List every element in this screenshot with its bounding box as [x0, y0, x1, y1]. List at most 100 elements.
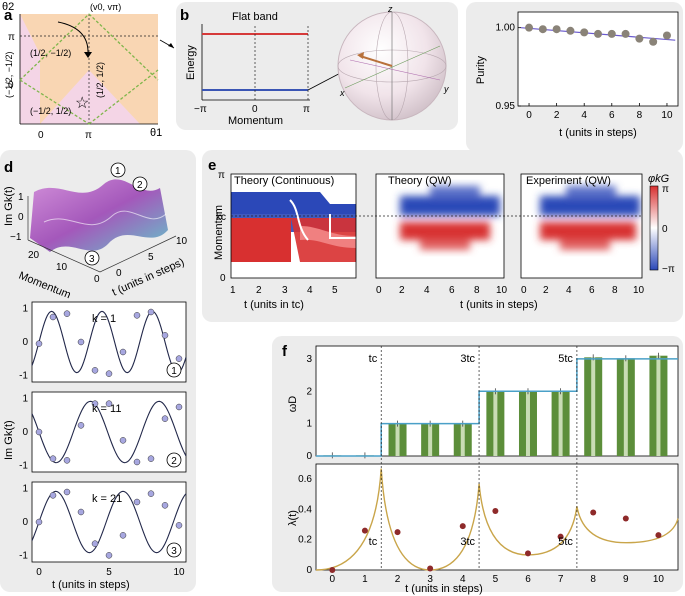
panel-b-xtick-0: 0 [252, 104, 258, 115]
lambda-xtick-label: 5 [493, 574, 499, 585]
surface-ytick-5: 5 [148, 252, 154, 263]
oscillation-point [35, 340, 43, 347]
surface-marker-2 [132, 176, 148, 192]
sphere-x-label: x [339, 88, 345, 98]
svg-text:6: 6 [589, 285, 595, 296]
oscillation-point [147, 455, 155, 462]
oscillation-point [175, 403, 183, 411]
lambda-xtick-label: 6 [525, 574, 531, 585]
lambda-point [329, 567, 336, 573]
colorbar [649, 185, 659, 271]
purity-point [594, 29, 602, 38]
lambda-ylabel: λ(t) [287, 510, 299, 526]
oscillation-point [161, 415, 169, 422]
purity-point [538, 25, 547, 34]
tc-label-bottom: 3tc [460, 536, 475, 548]
purity-xtick-label: 4 [581, 110, 587, 121]
oscillation-marker-label: 2 [171, 456, 177, 467]
heatmap-title-continuous: Theory (Continuous) [234, 175, 334, 187]
region-label-left: (−1/2, −1/2) [4, 51, 14, 98]
surface-ytick-0: 0 [116, 268, 122, 279]
lambda-xtick-label: 9 [623, 574, 629, 585]
omega-bar-highlight [525, 391, 530, 456]
oscillation-point [35, 428, 43, 436]
heatmap-title-theory-qw: Theory (QW) [388, 175, 452, 187]
oscillation-marker-label: 3 [171, 546, 177, 557]
svg-text:8: 8 [474, 285, 480, 296]
colorbar-tick-0: 0 [662, 224, 668, 235]
svg-text:4: 4 [566, 285, 572, 296]
oscillation-point [119, 532, 127, 539]
omega-bar-highlight [591, 357, 596, 456]
oscillation-point [147, 490, 155, 497]
green-function-surface [30, 179, 168, 252]
colorbar-tick-neg-pi: −π [662, 264, 675, 275]
omega-bar-highlight [460, 423, 465, 456]
panel-e-ytick-pi: π [218, 170, 225, 181]
panel-e-ylabel: Momentum [213, 205, 225, 260]
region-label-right: (1/2, 1/2) [95, 62, 105, 98]
oscillation-point [161, 332, 169, 339]
panel-a-label: a [4, 7, 13, 24]
omega-bar-highlight [493, 391, 498, 456]
panel-e-ytick-0: 0 [220, 273, 226, 284]
svg-text:0: 0 [376, 285, 382, 296]
lambda-point [394, 529, 401, 536]
lambda-point [655, 532, 662, 539]
tc-label-bottom: tc [369, 536, 378, 548]
purity-xtick-label: 6 [609, 110, 615, 121]
svg-text:2: 2 [399, 285, 405, 296]
heatmap-theory-continuous [231, 174, 356, 278]
oscillation-point [77, 422, 85, 429]
panel-f-bottom-plot [315, 463, 679, 571]
purity-xlabel: t (units in steps) [559, 127, 637, 139]
oscillation-point [35, 518, 43, 526]
svg-text:5: 5 [332, 285, 338, 296]
lambda-point [459, 523, 466, 530]
panel-a-xtick-pi: π [85, 130, 92, 141]
omega-bar-highlight [428, 423, 433, 456]
surface-ztick-1: 1 [18, 192, 24, 203]
oscillation-k-label: k = 1 [92, 313, 116, 325]
oscillation-ytick-label: -1 [19, 370, 28, 381]
panel-e: e Theory (Continuous) Theory (QW) [208, 157, 675, 311]
purity-xtick-label: 8 [637, 110, 643, 121]
svg-text:10: 10 [633, 285, 645, 296]
oscillation-ytick-label: 1 [22, 394, 28, 405]
oscillation-ytick-label: 0 [22, 337, 28, 348]
oscillation-ytick-label: 0 [22, 517, 28, 528]
surface-marker-1-label: 1 [115, 166, 121, 177]
purity-ytick-label: 0.95 [496, 101, 516, 112]
lambda-ytick-label: 0.4 [298, 504, 312, 515]
oscillation-point [49, 455, 57, 462]
oscillation-fit-curve [31, 400, 187, 464]
lambda-xtick-label: 1 [362, 574, 368, 585]
oscillation-ytick-label: -1 [19, 460, 28, 471]
purity-point [525, 23, 534, 32]
oscillation-point [119, 437, 127, 444]
omega-ytick-label: 3 [306, 354, 312, 365]
oscillation-point [133, 498, 141, 506]
oscillation-point [77, 338, 85, 346]
purity-point [552, 25, 561, 34]
surface-marker-3-label: 3 [89, 254, 95, 265]
oscillation-point [63, 310, 71, 317]
oscillation-plot-frame [31, 301, 187, 383]
lambda-point [427, 565, 434, 572]
svg-text:10: 10 [496, 285, 508, 296]
surface-zlabel: Im Gk(t) [3, 186, 15, 226]
purity-point [649, 37, 658, 46]
omega-bar-highlight [623, 358, 628, 456]
lambda-ytick-label: 0 [306, 565, 312, 576]
svg-text:6: 6 [449, 285, 455, 296]
lambda-ytick-label: 0.6 [298, 474, 312, 485]
surface-marker-3 [84, 250, 100, 266]
oscillation-point [119, 348, 127, 356]
panel-b-xtick-neg-pi: −π [194, 104, 207, 115]
heatmap-title-experiment-qw: Experiment (QW) [526, 175, 611, 187]
oscillation-ytick-label: 1 [22, 304, 28, 315]
oscillation-ytick-label: 0 [22, 427, 28, 438]
lambda-xtick-label: 4 [460, 574, 466, 585]
panel-d-xlabel: t (units in steps) [52, 579, 130, 591]
